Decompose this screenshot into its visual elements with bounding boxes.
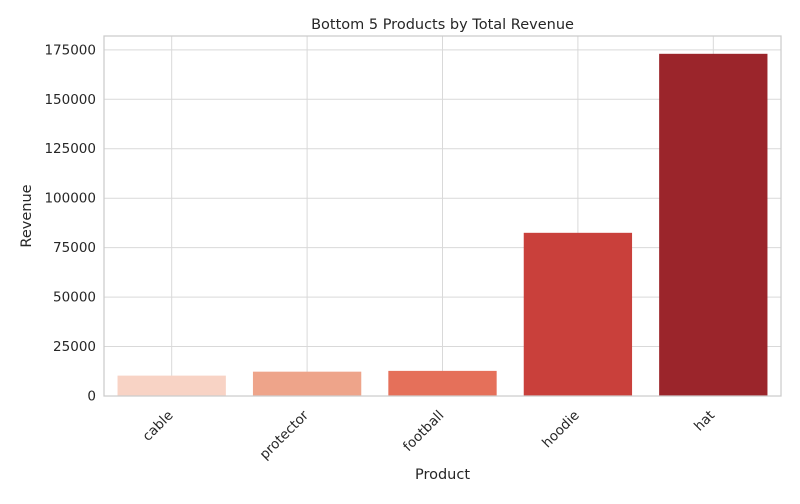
x-tick-label: football (400, 408, 447, 455)
y-tick-label: 175000 (44, 42, 96, 58)
bar-cable (117, 375, 226, 396)
x-tick-label: cable (140, 408, 177, 445)
y-axis-label: Revenue (19, 184, 35, 247)
y-tick-label: 25000 (53, 339, 96, 355)
bar-hat (659, 53, 768, 397)
y-tick-label: 150000 (44, 92, 96, 108)
bar-football (388, 370, 497, 396)
x-tick-labels: cable protector football hoodie hat (140, 407, 719, 463)
y-tick-label: 75000 (53, 240, 96, 256)
x-tick-label: hoodie (539, 408, 583, 452)
plot-frame (103, 35, 782, 397)
y-tick-label: 50000 (53, 290, 96, 306)
x-tick-label: protector (257, 407, 313, 463)
y-tick-label: 100000 (44, 191, 96, 207)
y-tick-label: 0 (87, 389, 96, 405)
chart-title: Bottom 5 Products by Total Revenue (311, 17, 574, 33)
x-axis-label: Product (415, 467, 470, 483)
bar-hoodie (523, 232, 633, 396)
bar-protector (252, 371, 362, 396)
y-tick-label: 125000 (44, 141, 96, 157)
x-tick-label: hat (691, 408, 718, 435)
y-tick-labels: 0 25000 50000 75000 100000 125000 150000 175000 (44, 42, 96, 404)
bars (117, 53, 768, 397)
